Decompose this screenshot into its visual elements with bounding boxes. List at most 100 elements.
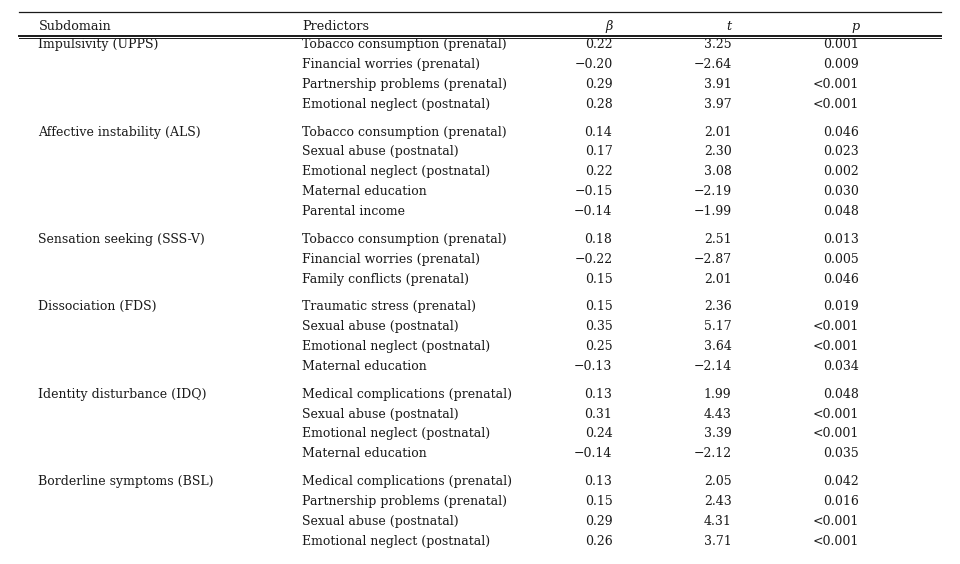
Text: 0.023: 0.023 <box>824 146 859 158</box>
Text: t: t <box>727 20 732 33</box>
Text: 0.29: 0.29 <box>585 515 612 528</box>
Text: −2.14: −2.14 <box>693 360 732 373</box>
Text: 0.25: 0.25 <box>585 340 612 353</box>
Text: 0.29: 0.29 <box>585 78 612 91</box>
Text: 0.24: 0.24 <box>585 428 612 440</box>
Text: Borderline symptoms (BSL): Borderline symptoms (BSL) <box>38 475 214 488</box>
Text: 2.30: 2.30 <box>704 146 732 158</box>
Text: Maternal education: Maternal education <box>302 447 427 460</box>
Text: 3.39: 3.39 <box>704 428 732 440</box>
Text: 0.016: 0.016 <box>824 495 859 508</box>
Text: −0.22: −0.22 <box>574 253 612 266</box>
Text: 0.030: 0.030 <box>824 185 859 198</box>
Text: 3.97: 3.97 <box>704 98 732 111</box>
Text: Family conflicts (prenatal): Family conflicts (prenatal) <box>302 272 469 285</box>
Text: <0.001: <0.001 <box>813 98 859 111</box>
Text: Partnership problems (prenatal): Partnership problems (prenatal) <box>302 78 508 91</box>
Text: 2.05: 2.05 <box>704 475 732 488</box>
Text: Sexual abuse (postnatal): Sexual abuse (postnatal) <box>302 320 459 333</box>
Text: Emotional neglect (postnatal): Emotional neglect (postnatal) <box>302 340 491 353</box>
Text: Medical complications (prenatal): Medical complications (prenatal) <box>302 387 513 400</box>
Text: 0.35: 0.35 <box>585 320 612 333</box>
Text: 0.13: 0.13 <box>585 387 612 400</box>
Text: β: β <box>605 20 612 33</box>
Text: 0.22: 0.22 <box>585 38 612 51</box>
Text: Sexual abuse (postnatal): Sexual abuse (postnatal) <box>302 408 459 421</box>
Text: 4.43: 4.43 <box>704 408 732 421</box>
Text: Tobacco consumption (prenatal): Tobacco consumption (prenatal) <box>302 233 507 246</box>
Text: 0.15: 0.15 <box>585 272 612 285</box>
Text: 0.17: 0.17 <box>585 146 612 158</box>
Text: 4.31: 4.31 <box>704 515 732 528</box>
Text: Tobacco consumption (prenatal): Tobacco consumption (prenatal) <box>302 126 507 139</box>
Text: −0.15: −0.15 <box>574 185 612 198</box>
Text: −2.87: −2.87 <box>693 253 732 266</box>
Text: −1.99: −1.99 <box>693 205 732 218</box>
Text: 0.001: 0.001 <box>824 38 859 51</box>
Text: <0.001: <0.001 <box>813 340 859 353</box>
Text: −2.12: −2.12 <box>693 447 732 460</box>
Text: 2.51: 2.51 <box>704 233 732 246</box>
Text: <0.001: <0.001 <box>813 320 859 333</box>
Text: 0.019: 0.019 <box>824 300 859 314</box>
Text: Impulsivity (UPPS): Impulsivity (UPPS) <box>38 38 158 51</box>
Text: 1.99: 1.99 <box>704 387 732 400</box>
Text: Maternal education: Maternal education <box>302 185 427 198</box>
Text: 0.042: 0.042 <box>824 475 859 488</box>
Text: 0.14: 0.14 <box>585 126 612 139</box>
Text: Dissociation (FDS): Dissociation (FDS) <box>38 300 156 314</box>
Text: Financial worries (prenatal): Financial worries (prenatal) <box>302 253 480 266</box>
Text: −2.64: −2.64 <box>693 58 732 71</box>
Text: 2.01: 2.01 <box>704 126 732 139</box>
Text: Emotional neglect (postnatal): Emotional neglect (postnatal) <box>302 535 491 548</box>
Text: Maternal education: Maternal education <box>302 360 427 373</box>
Text: <0.001: <0.001 <box>813 428 859 440</box>
Text: <0.001: <0.001 <box>813 535 859 548</box>
Text: −0.14: −0.14 <box>574 205 612 218</box>
Text: Parental income: Parental income <box>302 205 405 218</box>
Text: Affective instability (ALS): Affective instability (ALS) <box>38 126 201 139</box>
Text: 2.36: 2.36 <box>704 300 732 314</box>
Text: 0.013: 0.013 <box>824 233 859 246</box>
Text: <0.001: <0.001 <box>813 408 859 421</box>
Text: Emotional neglect (postnatal): Emotional neglect (postnatal) <box>302 165 491 178</box>
Text: 0.15: 0.15 <box>585 495 612 508</box>
Text: Emotional neglect (postnatal): Emotional neglect (postnatal) <box>302 98 491 111</box>
Text: Tobacco consumption (prenatal): Tobacco consumption (prenatal) <box>302 38 507 51</box>
Text: 0.048: 0.048 <box>824 205 859 218</box>
Text: 0.046: 0.046 <box>824 272 859 285</box>
Text: Sexual abuse (postnatal): Sexual abuse (postnatal) <box>302 515 459 528</box>
Text: 3.25: 3.25 <box>704 38 732 51</box>
Text: 3.91: 3.91 <box>704 78 732 91</box>
Text: Identity disturbance (IDQ): Identity disturbance (IDQ) <box>38 387 207 400</box>
Text: 0.28: 0.28 <box>585 98 612 111</box>
Text: Traumatic stress (prenatal): Traumatic stress (prenatal) <box>302 300 476 314</box>
Text: Partnership problems (prenatal): Partnership problems (prenatal) <box>302 495 508 508</box>
Text: Sensation seeking (SSS-V): Sensation seeking (SSS-V) <box>38 233 205 246</box>
Text: Medical complications (prenatal): Medical complications (prenatal) <box>302 475 513 488</box>
Text: −0.20: −0.20 <box>574 58 612 71</box>
Text: 0.046: 0.046 <box>824 126 859 139</box>
Text: 5.17: 5.17 <box>704 320 732 333</box>
Text: 0.048: 0.048 <box>824 387 859 400</box>
Text: <0.001: <0.001 <box>813 515 859 528</box>
Text: 3.64: 3.64 <box>704 340 732 353</box>
Text: Subdomain: Subdomain <box>38 20 111 33</box>
Text: <0.001: <0.001 <box>813 78 859 91</box>
Text: 0.034: 0.034 <box>824 360 859 373</box>
Text: Financial worries (prenatal): Financial worries (prenatal) <box>302 58 480 71</box>
Text: Sexual abuse (postnatal): Sexual abuse (postnatal) <box>302 146 459 158</box>
Text: p: p <box>852 20 859 33</box>
Text: 3.08: 3.08 <box>704 165 732 178</box>
Text: 0.22: 0.22 <box>585 165 612 178</box>
Text: 0.31: 0.31 <box>585 408 612 421</box>
Text: −0.14: −0.14 <box>574 447 612 460</box>
Text: 2.01: 2.01 <box>704 272 732 285</box>
Text: 0.035: 0.035 <box>824 447 859 460</box>
Text: Emotional neglect (postnatal): Emotional neglect (postnatal) <box>302 428 491 440</box>
Text: −2.19: −2.19 <box>693 185 732 198</box>
Text: 0.18: 0.18 <box>585 233 612 246</box>
Text: −0.13: −0.13 <box>574 360 612 373</box>
Text: Predictors: Predictors <box>302 20 370 33</box>
Text: 0.15: 0.15 <box>585 300 612 314</box>
